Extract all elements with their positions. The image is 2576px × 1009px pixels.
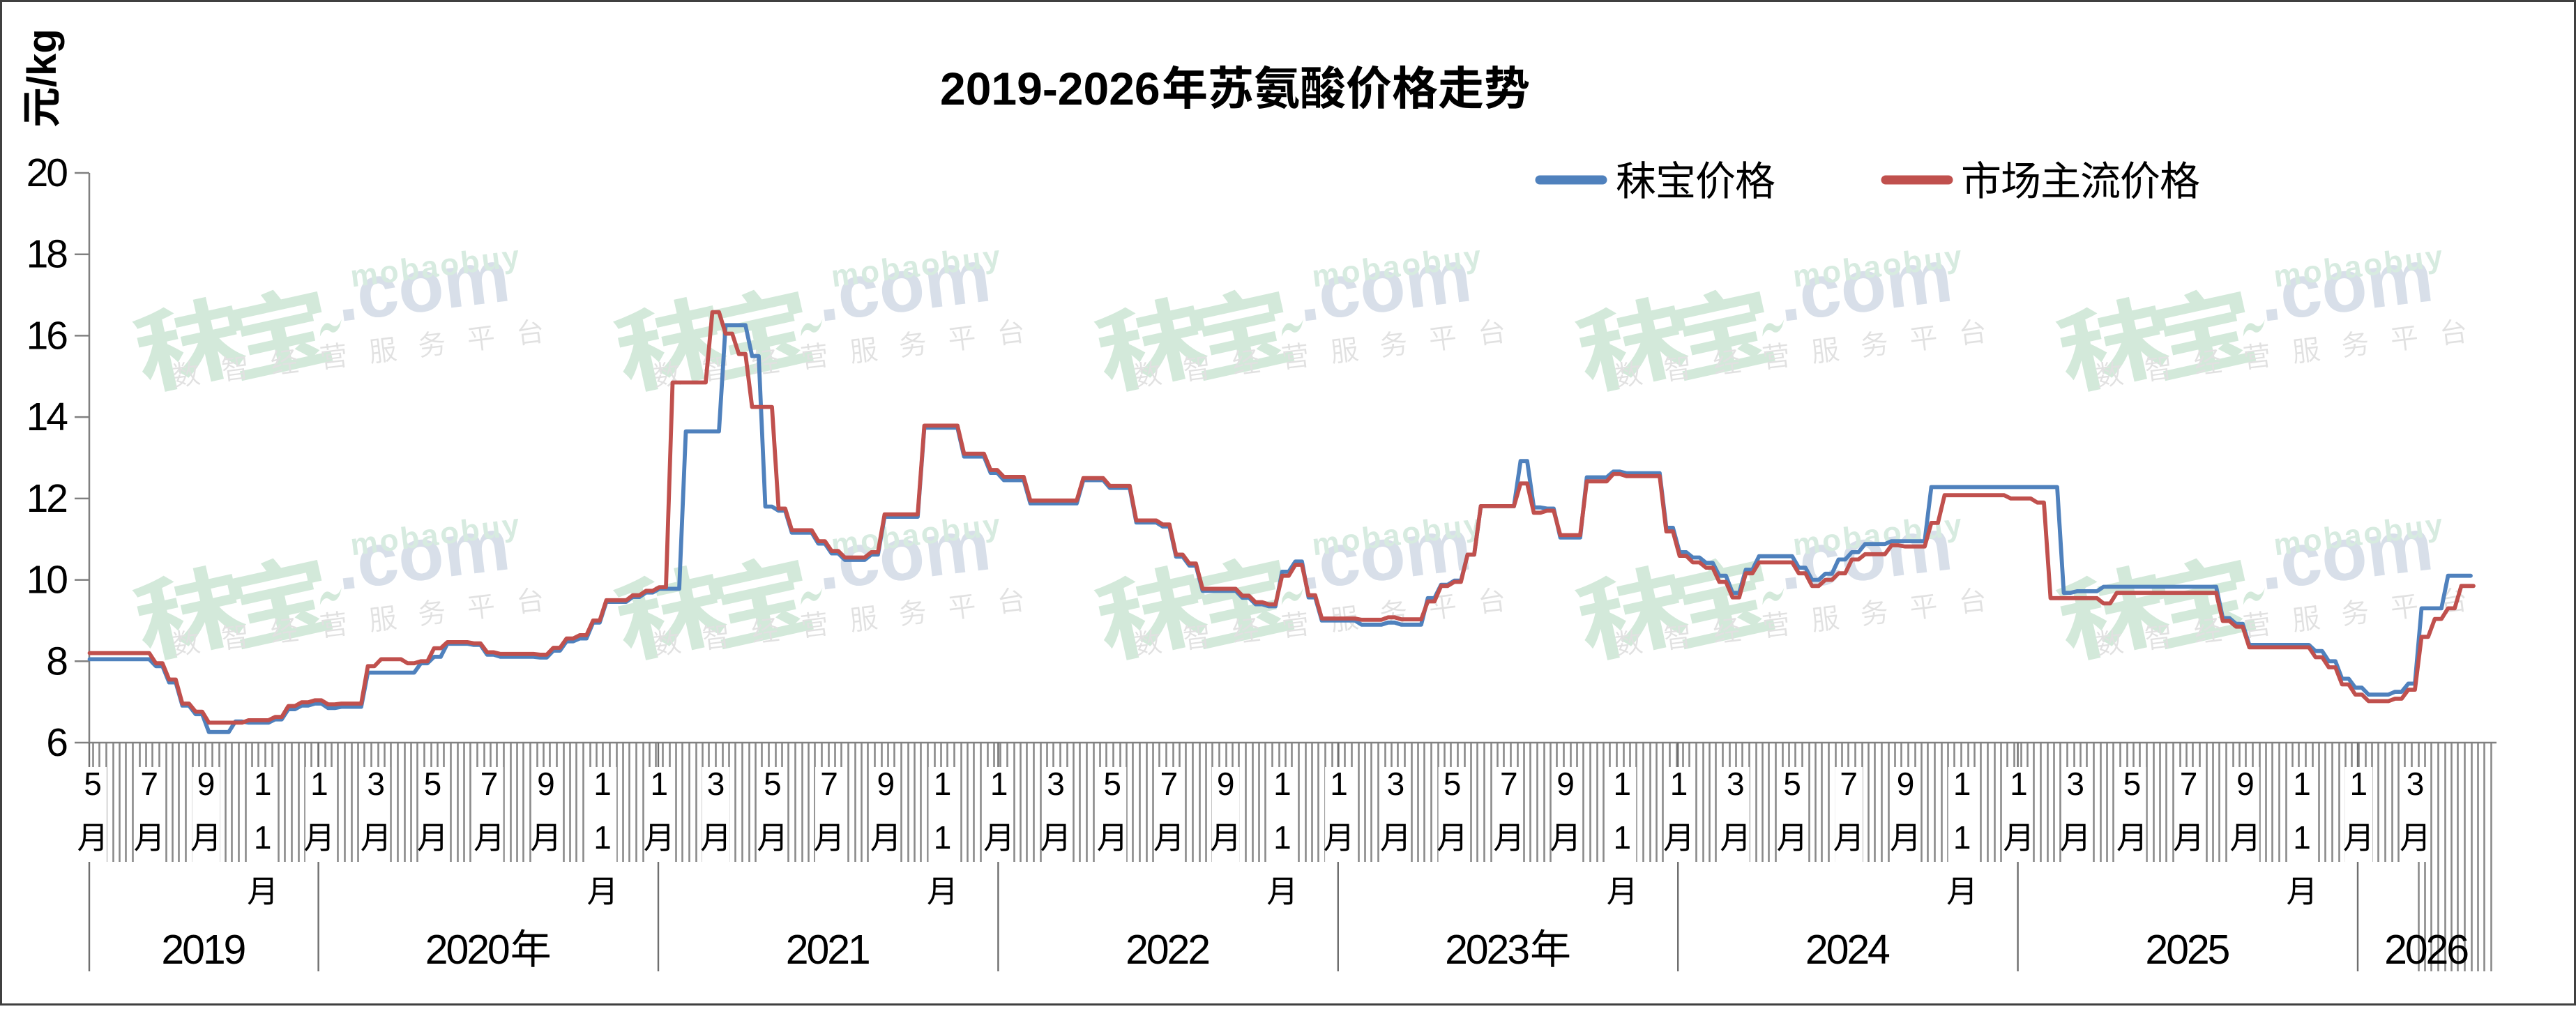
svg-text:12: 12 [26,476,67,521]
svg-text:1: 1 [1273,819,1291,856]
svg-text:1: 1 [2010,766,2028,802]
svg-text:7: 7 [2180,766,2198,802]
svg-text:1: 1 [593,766,612,802]
svg-text:1: 1 [651,766,669,802]
svg-text:1: 1 [1953,819,1971,856]
svg-text:1: 1 [934,766,952,802]
svg-text:2020: 2020 [425,927,509,973]
svg-text:20: 20 [26,151,68,195]
svg-text:8: 8 [46,639,67,683]
svg-text:9: 9 [537,766,555,802]
svg-text:1: 1 [254,766,272,802]
svg-text:5: 5 [1783,766,1801,802]
svg-text:5: 5 [1103,766,1121,802]
svg-text:10: 10 [26,558,68,602]
svg-text:3: 3 [367,766,385,802]
svg-text:1: 1 [1670,766,1688,802]
svg-text:9: 9 [1217,766,1235,802]
svg-text:9: 9 [2236,766,2255,802]
svg-text:2026: 2026 [2384,927,2468,973]
svg-text:5: 5 [764,766,782,802]
svg-text:9: 9 [1556,766,1575,802]
svg-text:1: 1 [2293,766,2311,802]
svg-text:2022: 2022 [1126,927,1209,973]
svg-text:/kg: /kg [20,29,65,87]
svg-text:3: 3 [707,766,725,802]
svg-text:7: 7 [1840,766,1858,802]
svg-text:7: 7 [820,766,838,802]
svg-text:1: 1 [593,819,612,856]
svg-text:2021: 2021 [786,927,869,973]
svg-text:2024: 2024 [1805,927,1890,973]
svg-text:1: 1 [990,766,1008,802]
svg-text:18: 18 [26,232,68,277]
svg-text:5: 5 [84,766,102,802]
svg-text:5: 5 [1444,766,1462,802]
svg-text:1: 1 [1614,819,1632,856]
svg-text:2025: 2025 [2145,927,2229,973]
svg-text:1: 1 [310,766,328,802]
svg-text:3: 3 [2066,766,2084,802]
svg-text:6: 6 [46,720,67,765]
svg-text:3: 3 [1727,766,1745,802]
svg-text:7: 7 [1160,766,1179,802]
svg-text:9: 9 [197,766,215,802]
svg-text:1: 1 [934,819,952,856]
svg-text:2019-2026: 2019-2026 [940,63,1160,114]
svg-text:14: 14 [26,395,68,439]
svg-text:2019: 2019 [161,927,245,973]
svg-text:1: 1 [254,819,272,856]
svg-text:3: 3 [2407,766,2425,802]
svg-text:7: 7 [480,766,499,802]
svg-text:1: 1 [2350,766,2368,802]
svg-text:7: 7 [140,766,158,802]
svg-text:1: 1 [1614,766,1632,802]
svg-text:1: 1 [1273,766,1291,802]
svg-text:5: 5 [2123,766,2142,802]
svg-text:9: 9 [877,766,895,802]
svg-text:16: 16 [26,313,68,358]
svg-text:9: 9 [1897,766,1915,802]
svg-text:1: 1 [2293,819,2311,856]
svg-text:3: 3 [1387,766,1405,802]
svg-text:1: 1 [1330,766,1348,802]
svg-text:7: 7 [1500,766,1518,802]
svg-text:1: 1 [1953,766,1971,802]
svg-text:5: 5 [424,766,442,802]
svg-text:3: 3 [1047,766,1065,802]
svg-text:2023: 2023 [1445,927,1529,973]
